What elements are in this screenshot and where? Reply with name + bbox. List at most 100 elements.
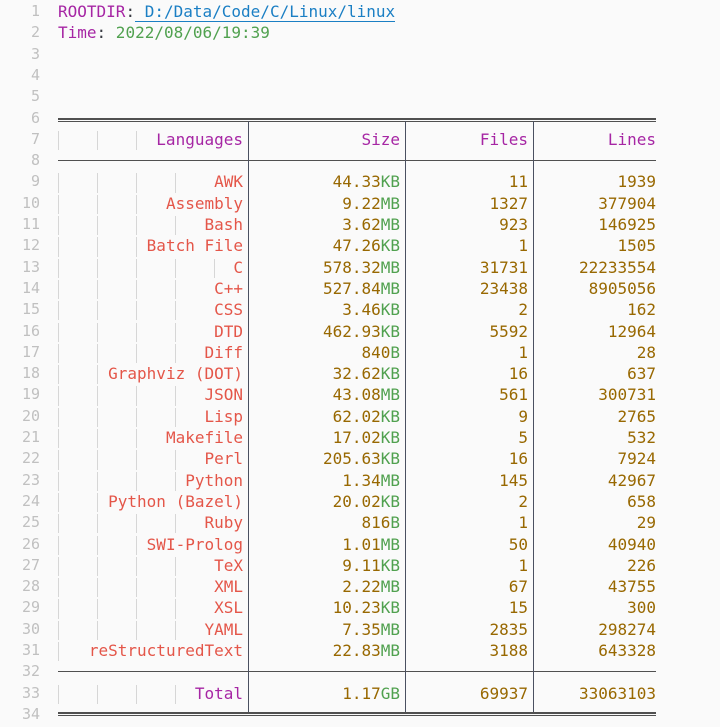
line-number: 26 bbox=[21, 534, 40, 553]
lines-cell: 1505 bbox=[617, 236, 656, 256]
files-cell: 1 bbox=[518, 236, 528, 256]
language-cell: Lisp bbox=[204, 406, 243, 426]
editor-line: 19 bbox=[0, 384, 720, 405]
files-cell: 67 bbox=[508, 577, 528, 597]
size-number: 22.83 bbox=[332, 641, 381, 660]
size-cell: 62.02KB bbox=[250, 406, 400, 427]
lines-cell: 643328 bbox=[598, 641, 656, 660]
size-unit: KB bbox=[380, 555, 400, 575]
editor-line: 3 bbox=[0, 44, 720, 65]
line-number: 16 bbox=[21, 321, 40, 340]
size-unit: KB bbox=[380, 172, 400, 192]
indent-guide bbox=[97, 279, 98, 300]
files-cell: 2835 bbox=[489, 619, 528, 639]
files-cell: 2 bbox=[518, 300, 528, 320]
language-cell: C bbox=[233, 257, 243, 277]
size-unit: MB bbox=[380, 278, 400, 298]
size-unit: MB bbox=[380, 193, 400, 213]
indent-guide bbox=[58, 322, 59, 342]
indent-guide bbox=[136, 599, 137, 619]
language-cell: YAML bbox=[204, 619, 243, 639]
indent-guide bbox=[58, 450, 59, 470]
indent-guide bbox=[58, 514, 59, 534]
size-unit: MB bbox=[380, 215, 400, 234]
files-cell: 561 bbox=[499, 385, 528, 405]
indent-guide bbox=[136, 343, 137, 364]
line-number: 23 bbox=[21, 470, 40, 489]
indent-guide bbox=[136, 279, 137, 300]
indent-guide bbox=[97, 471, 98, 491]
column-divider bbox=[405, 120, 406, 712]
editor-line: 8 bbox=[0, 150, 720, 171]
header-separator bbox=[58, 160, 656, 162]
indent-guide bbox=[175, 578, 176, 598]
header-files[interactable]: Files bbox=[479, 129, 528, 149]
size-cell: 22.83MB bbox=[250, 640, 400, 661]
line-number: 1 bbox=[30, 2, 40, 20]
size-number: 3.62 bbox=[342, 215, 381, 234]
lines-cell: 532 bbox=[627, 428, 656, 447]
line-number: 15 bbox=[21, 300, 40, 319]
language-cell: Batch File bbox=[146, 236, 243, 256]
line-number: 18 bbox=[21, 364, 40, 383]
language-cell: Python bbox=[185, 470, 243, 490]
size-unit: KB bbox=[380, 236, 400, 256]
editor-line: 4 bbox=[0, 65, 720, 86]
files-cell: 1 bbox=[518, 513, 528, 533]
language-cell: C++ bbox=[214, 278, 243, 298]
line-number: 5 bbox=[30, 87, 40, 106]
editor-line: 33 bbox=[0, 683, 720, 704]
lines-cell: 226 bbox=[627, 555, 656, 575]
files-cell: 16 bbox=[508, 449, 528, 469]
total-size-cell: 1.17GB bbox=[250, 683, 400, 704]
language-cell: Graphviz (DOT) bbox=[108, 364, 243, 384]
editor-line: 34 bbox=[0, 704, 720, 725]
rootdir-separator: : bbox=[125, 2, 136, 21]
table-bottom-border bbox=[58, 711, 656, 716]
editor-line: 18 bbox=[0, 363, 720, 384]
indent-guide bbox=[175, 279, 176, 300]
indent-guide bbox=[97, 194, 98, 214]
header-languages[interactable]: Languages bbox=[156, 129, 243, 149]
size-cell: 205.63KB bbox=[250, 448, 400, 469]
size-cell: 10.23KB bbox=[250, 597, 400, 618]
editor-line: 9 bbox=[0, 171, 720, 192]
lines-cell: 658 bbox=[627, 491, 656, 511]
language-cell: DTD bbox=[214, 321, 243, 341]
indent-guide bbox=[58, 343, 59, 364]
indent-guide bbox=[136, 322, 137, 342]
time-line: Time: 2022/08/06/19:39 bbox=[58, 22, 270, 43]
line-number: 11 bbox=[21, 215, 40, 233]
size-number: 462.93 bbox=[322, 321, 381, 341]
header-size[interactable]: Size bbox=[361, 129, 400, 149]
line-number: 4 bbox=[30, 65, 40, 84]
header-lines[interactable]: Lines bbox=[607, 129, 656, 149]
size-number: 44.33 bbox=[332, 172, 381, 192]
indent-guide bbox=[97, 237, 98, 257]
indent-guide bbox=[58, 471, 59, 491]
line-number: 8 bbox=[30, 151, 40, 170]
indent-guide bbox=[136, 535, 137, 555]
size-unit: KB bbox=[380, 406, 400, 426]
column-divider bbox=[248, 120, 249, 712]
indent-guide bbox=[97, 301, 98, 321]
size-number: 47.26 bbox=[332, 236, 381, 256]
editor-line: 12 bbox=[0, 235, 720, 256]
indent-guide bbox=[136, 684, 137, 704]
rootdir-path-link[interactable]: D:/Data/Code/C/Linux/linux bbox=[135, 2, 396, 22]
language-cell: Diff bbox=[204, 342, 243, 362]
language-cell: JSON bbox=[204, 385, 243, 405]
line-number: 17 bbox=[21, 342, 40, 361]
size-number: 2.22 bbox=[342, 577, 381, 597]
indent-guide bbox=[58, 173, 59, 193]
line-number: 32 bbox=[21, 662, 40, 681]
indent-guide bbox=[136, 578, 137, 598]
size-number: 205.63 bbox=[322, 449, 381, 469]
indent-guide bbox=[136, 258, 137, 278]
lines-cell: 1939 bbox=[617, 172, 656, 192]
size-unit: MB bbox=[380, 534, 400, 554]
files-cell: 923 bbox=[499, 215, 528, 234]
size-number: 3.46 bbox=[342, 300, 381, 320]
size-number: 20.02 bbox=[332, 491, 381, 511]
